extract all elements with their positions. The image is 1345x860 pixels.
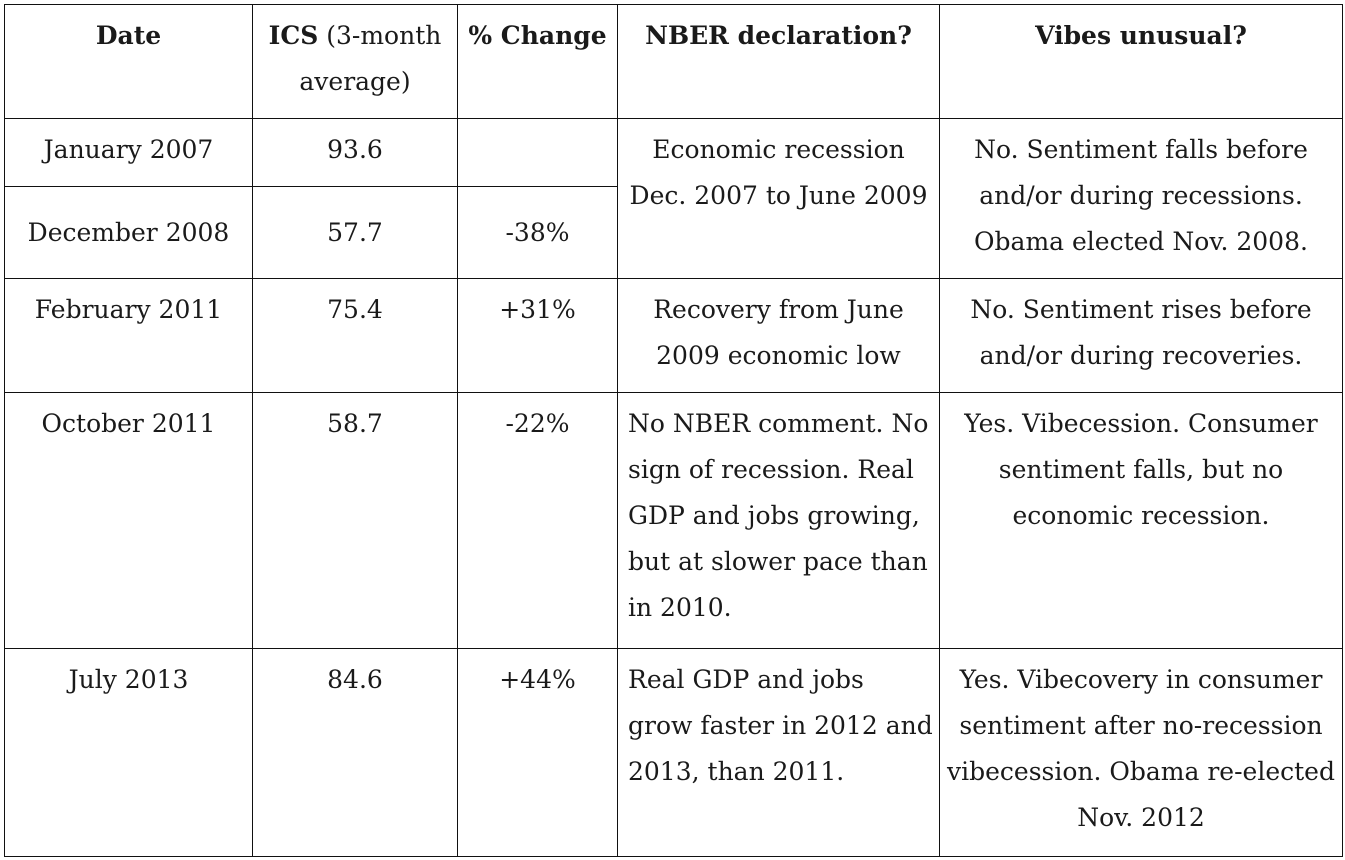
row1-date: January 2007 [4, 118, 253, 187]
vibes-recession-cell: No. Sentiment falls before and/or during… [939, 118, 1343, 279]
table-row: October 2011 58.7 -22% No NBER comment. … [4, 392, 1343, 649]
header-vibes: Vibes unusual? [939, 4, 1343, 119]
header-row: Date ICS (3-month average) % Change NBER… [4, 4, 1343, 119]
header-nber: NBER declaration? [617, 4, 940, 119]
table-row: January 2007 93.6 Economic recession Dec… [4, 118, 1343, 279]
header-change: % Change [457, 4, 618, 119]
nber-recession-cell: Economic recession Dec. 2007 to June 200… [617, 118, 940, 279]
vibecession-table: Date ICS (3-month average) % Change NBER… [4, 4, 1343, 857]
table-row: February 2011 75.4 +31% Recovery from Ju… [4, 278, 1343, 393]
header-date: Date [4, 4, 253, 119]
row4-ics: 58.7 [252, 392, 458, 649]
row4-nber: No NBER comment. No sign of recession. R… [617, 392, 940, 649]
row3-vibes: No. Sentiment rises before and/or during… [939, 278, 1343, 393]
row5-vibes: Yes. Vibecovery in consumer sentiment af… [939, 648, 1343, 857]
row5-ics: 84.6 [252, 648, 458, 857]
row3-nber: Recovery from June 2009 economic low [617, 278, 940, 393]
row4-date: October 2011 [4, 392, 253, 649]
row2-date: December 2008 [4, 186, 253, 279]
row3-ics: 75.4 [252, 278, 458, 393]
header-ics-bold: ICS [268, 21, 319, 50]
row1-ics: 93.6 [252, 118, 458, 187]
row5-date: July 2013 [4, 648, 253, 857]
row4-vibes: Yes. Vibecession. Consumer sentiment fal… [939, 392, 1343, 649]
row2-change: -38% [457, 186, 618, 279]
row5-nber: Real GDP and jobs grow faster in 2012 an… [617, 648, 940, 857]
row1-change [457, 118, 618, 187]
row4-change: -22% [457, 392, 618, 649]
row3-change: +31% [457, 278, 618, 393]
table-row: December 2008 57.7 -38% [4, 186, 1343, 279]
header-ics: ICS (3-month average) [252, 4, 458, 119]
row3-date: February 2011 [4, 278, 253, 393]
row2-ics: 57.7 [252, 186, 458, 279]
header-ics-rest: (3-month average) [299, 21, 442, 96]
row5-change: +44% [457, 648, 618, 857]
table-row: July 2013 84.6 +44% Real GDP and jobs gr… [4, 648, 1343, 857]
